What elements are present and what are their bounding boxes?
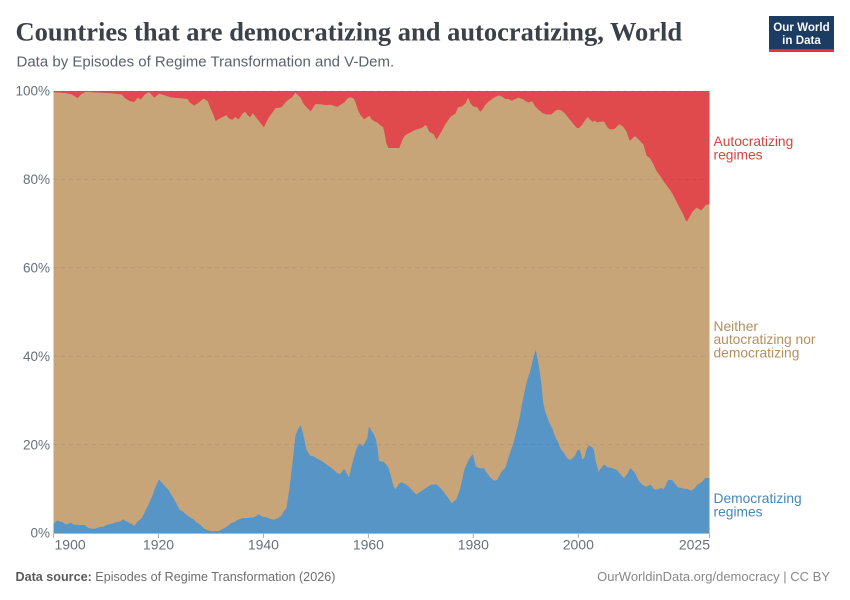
svg-text:40%: 40% xyxy=(23,349,50,364)
svg-text:1920: 1920 xyxy=(143,537,174,553)
svg-text:Data by Episodes of Regime Tra: Data by Episodes of Regime Transformatio… xyxy=(17,54,395,71)
svg-text:autocratizing nor: autocratizing nor xyxy=(714,332,816,347)
svg-text:2025: 2025 xyxy=(679,537,710,553)
svg-text:80%: 80% xyxy=(23,172,50,187)
svg-text:Data source: Episodes of Regim: Data source: Episodes of Regime Transfor… xyxy=(16,570,336,584)
svg-text:1960: 1960 xyxy=(353,537,384,553)
svg-text:60%: 60% xyxy=(23,261,50,276)
svg-text:1900: 1900 xyxy=(55,537,86,553)
svg-text:Countries that are democratizi: Countries that are democratizing and aut… xyxy=(16,17,683,47)
svg-text:1980: 1980 xyxy=(458,537,489,553)
svg-text:democratizing: democratizing xyxy=(714,346,800,361)
svg-text:Autocratizing: Autocratizing xyxy=(714,134,794,149)
svg-text:Our World: Our World xyxy=(773,21,829,34)
svg-text:regimes: regimes xyxy=(714,505,763,520)
svg-text:in Data: in Data xyxy=(782,34,821,47)
svg-text:20%: 20% xyxy=(23,437,50,452)
svg-text:OurWorldinData.org/democracy |: OurWorldinData.org/democracy | CC BY xyxy=(597,569,830,584)
svg-text:Democratizing: Democratizing xyxy=(714,491,802,506)
svg-text:2000: 2000 xyxy=(563,537,594,553)
svg-text:0%: 0% xyxy=(30,526,50,541)
svg-text:Neither: Neither xyxy=(714,319,759,334)
svg-text:regimes: regimes xyxy=(714,147,763,162)
svg-text:1940: 1940 xyxy=(248,537,279,553)
svg-text:100%: 100% xyxy=(15,84,50,99)
